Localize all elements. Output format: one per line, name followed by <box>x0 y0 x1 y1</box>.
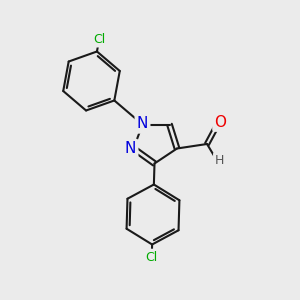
Text: N: N <box>137 116 148 131</box>
Text: N: N <box>125 141 136 156</box>
Text: H: H <box>215 154 224 167</box>
Text: O: O <box>214 115 226 130</box>
Text: Cl: Cl <box>146 250 158 264</box>
Text: Cl: Cl <box>93 33 105 46</box>
